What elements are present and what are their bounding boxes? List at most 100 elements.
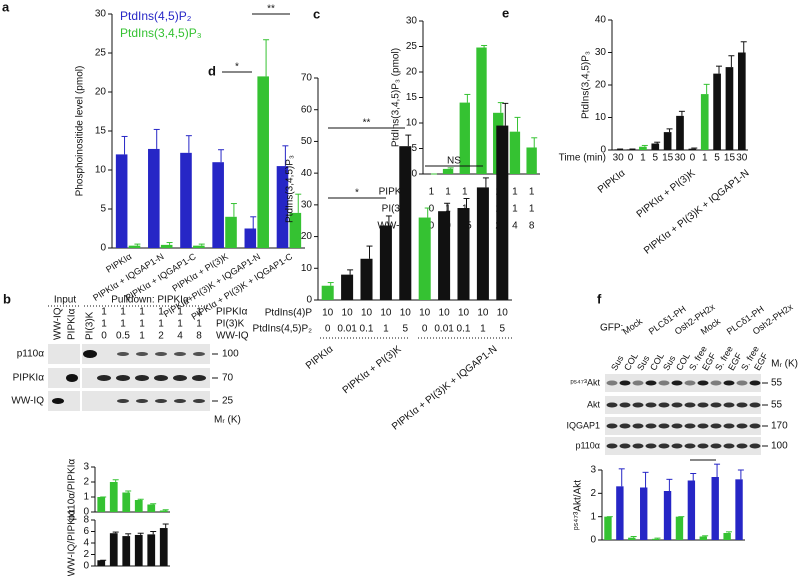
y-tick-label: 0 [100, 243, 106, 254]
band-label: IQGAP1 [566, 420, 600, 430]
blot-header: Pulldown: PIPKIα [111, 295, 189, 306]
gfp-label: GFP: [600, 323, 623, 334]
row-value: 1 [512, 187, 518, 198]
bar [321, 285, 334, 300]
blot-band [697, 443, 709, 449]
bar [148, 148, 160, 248]
blot-band [136, 352, 148, 356]
bar [688, 148, 697, 150]
y-tick-label: 4 [83, 538, 89, 549]
x-tick-label: 1 [640, 153, 646, 164]
y-tick-label: 30 [595, 47, 607, 58]
bar [159, 528, 168, 566]
y-tick-label: 30 [406, 16, 418, 27]
y-tick-label: 70 [301, 73, 313, 84]
group-label: PIPKIα + PI(3)K + IQGAP1-N [642, 168, 751, 257]
row-value: 1 [177, 319, 183, 330]
bar [97, 560, 106, 566]
bar [341, 274, 354, 300]
mw-label: 55 [771, 400, 783, 411]
row-value: 5 [500, 324, 506, 335]
y-tick-label: 0 [590, 535, 596, 546]
row-value: 10 [380, 308, 392, 319]
bar [193, 245, 205, 248]
y-tick-label: 20 [406, 67, 418, 78]
bar [476, 47, 487, 174]
y-tick-label: 1 [83, 492, 89, 503]
panel-letter: e [502, 5, 509, 20]
y-axis-label: ᵖˢ⁴⁷³Akt/Akt [573, 480, 584, 530]
row-value: 10 [477, 308, 489, 319]
y-tick-label: 3 [590, 465, 596, 476]
blot-band [645, 443, 657, 449]
bar [626, 149, 635, 150]
bar [737, 52, 746, 150]
bar [438, 211, 451, 300]
mw-unit: Mᵣ (K) [214, 415, 241, 426]
y-axis-label: p110α/PIPKIα [67, 459, 78, 521]
row-value: 0.01 [337, 324, 357, 335]
legend-entry: PtdIns(4,5)P₂ [120, 9, 192, 23]
y-tick-label: 30 [301, 199, 313, 210]
row-value: 4 [512, 221, 518, 232]
bar [616, 486, 624, 540]
y-tick-label: 0 [83, 507, 89, 518]
blot-band [619, 443, 631, 449]
blot-band [136, 399, 148, 403]
y-tick-label: 30 [95, 9, 107, 20]
y-tick-label: 0 [600, 145, 606, 156]
blot-band [671, 402, 683, 408]
row-label: WW-IQ [216, 331, 249, 342]
blot-band [116, 375, 130, 381]
bar [134, 534, 143, 566]
group-label: PIPKIα [596, 168, 628, 196]
x-tick-label: 15 [724, 153, 736, 164]
row-value: 10 [458, 308, 470, 319]
group-label: PIPKIα + PI(3)K + IQGAP1-N [390, 344, 499, 433]
row-value: 1 [196, 307, 202, 318]
significance-label: * [355, 188, 359, 199]
row-label: PIPKIα [216, 307, 248, 318]
blot-band [684, 443, 696, 449]
row-value: 8 [196, 331, 202, 342]
blot-band [736, 443, 748, 449]
blot-band [193, 352, 205, 356]
y-axis-label: WW-IQ/PIPKIα [67, 509, 78, 576]
bar [509, 131, 521, 174]
blot-band [193, 399, 205, 403]
mw-label: 170 [771, 421, 788, 432]
bar [276, 166, 289, 248]
blot-band [723, 402, 735, 408]
y-tick-label: 6 [83, 526, 89, 537]
y-tick-label: 2 [83, 477, 89, 488]
y-axis-label: PtdIns(3,4,5)P₃ (pmol) [391, 48, 402, 147]
group-label: PIPKIα [304, 344, 336, 372]
row-value: 1 [445, 187, 451, 198]
bar [128, 245, 141, 248]
blot-band [606, 443, 618, 449]
blot [605, 374, 761, 392]
bar [476, 187, 489, 300]
bar [700, 94, 709, 150]
blot [48, 344, 80, 364]
mw-unit: Mᵣ (K) [771, 359, 798, 370]
blot-band [749, 402, 761, 408]
blot-band [83, 350, 97, 358]
blot-band [749, 423, 761, 429]
bar [725, 67, 734, 150]
legend-entry: PtdIns(3,4,5)P₃ [120, 26, 202, 40]
blot-band [736, 402, 748, 408]
bar [109, 533, 118, 566]
row-value: 1 [445, 204, 451, 215]
band-label: PIPKIα [13, 373, 45, 384]
row-value: 1 [462, 187, 468, 198]
y-axis-label: Phosphoinositide level (pmol) [75, 66, 86, 197]
group-label: PIPKIα + PI(3)K [341, 344, 404, 397]
blot-band [619, 402, 631, 408]
bar [159, 510, 168, 512]
blot-band [155, 399, 167, 403]
bar [122, 536, 131, 566]
row-value: 1 [512, 204, 518, 215]
blot-band [173, 375, 187, 381]
row-value: 1 [529, 204, 535, 215]
